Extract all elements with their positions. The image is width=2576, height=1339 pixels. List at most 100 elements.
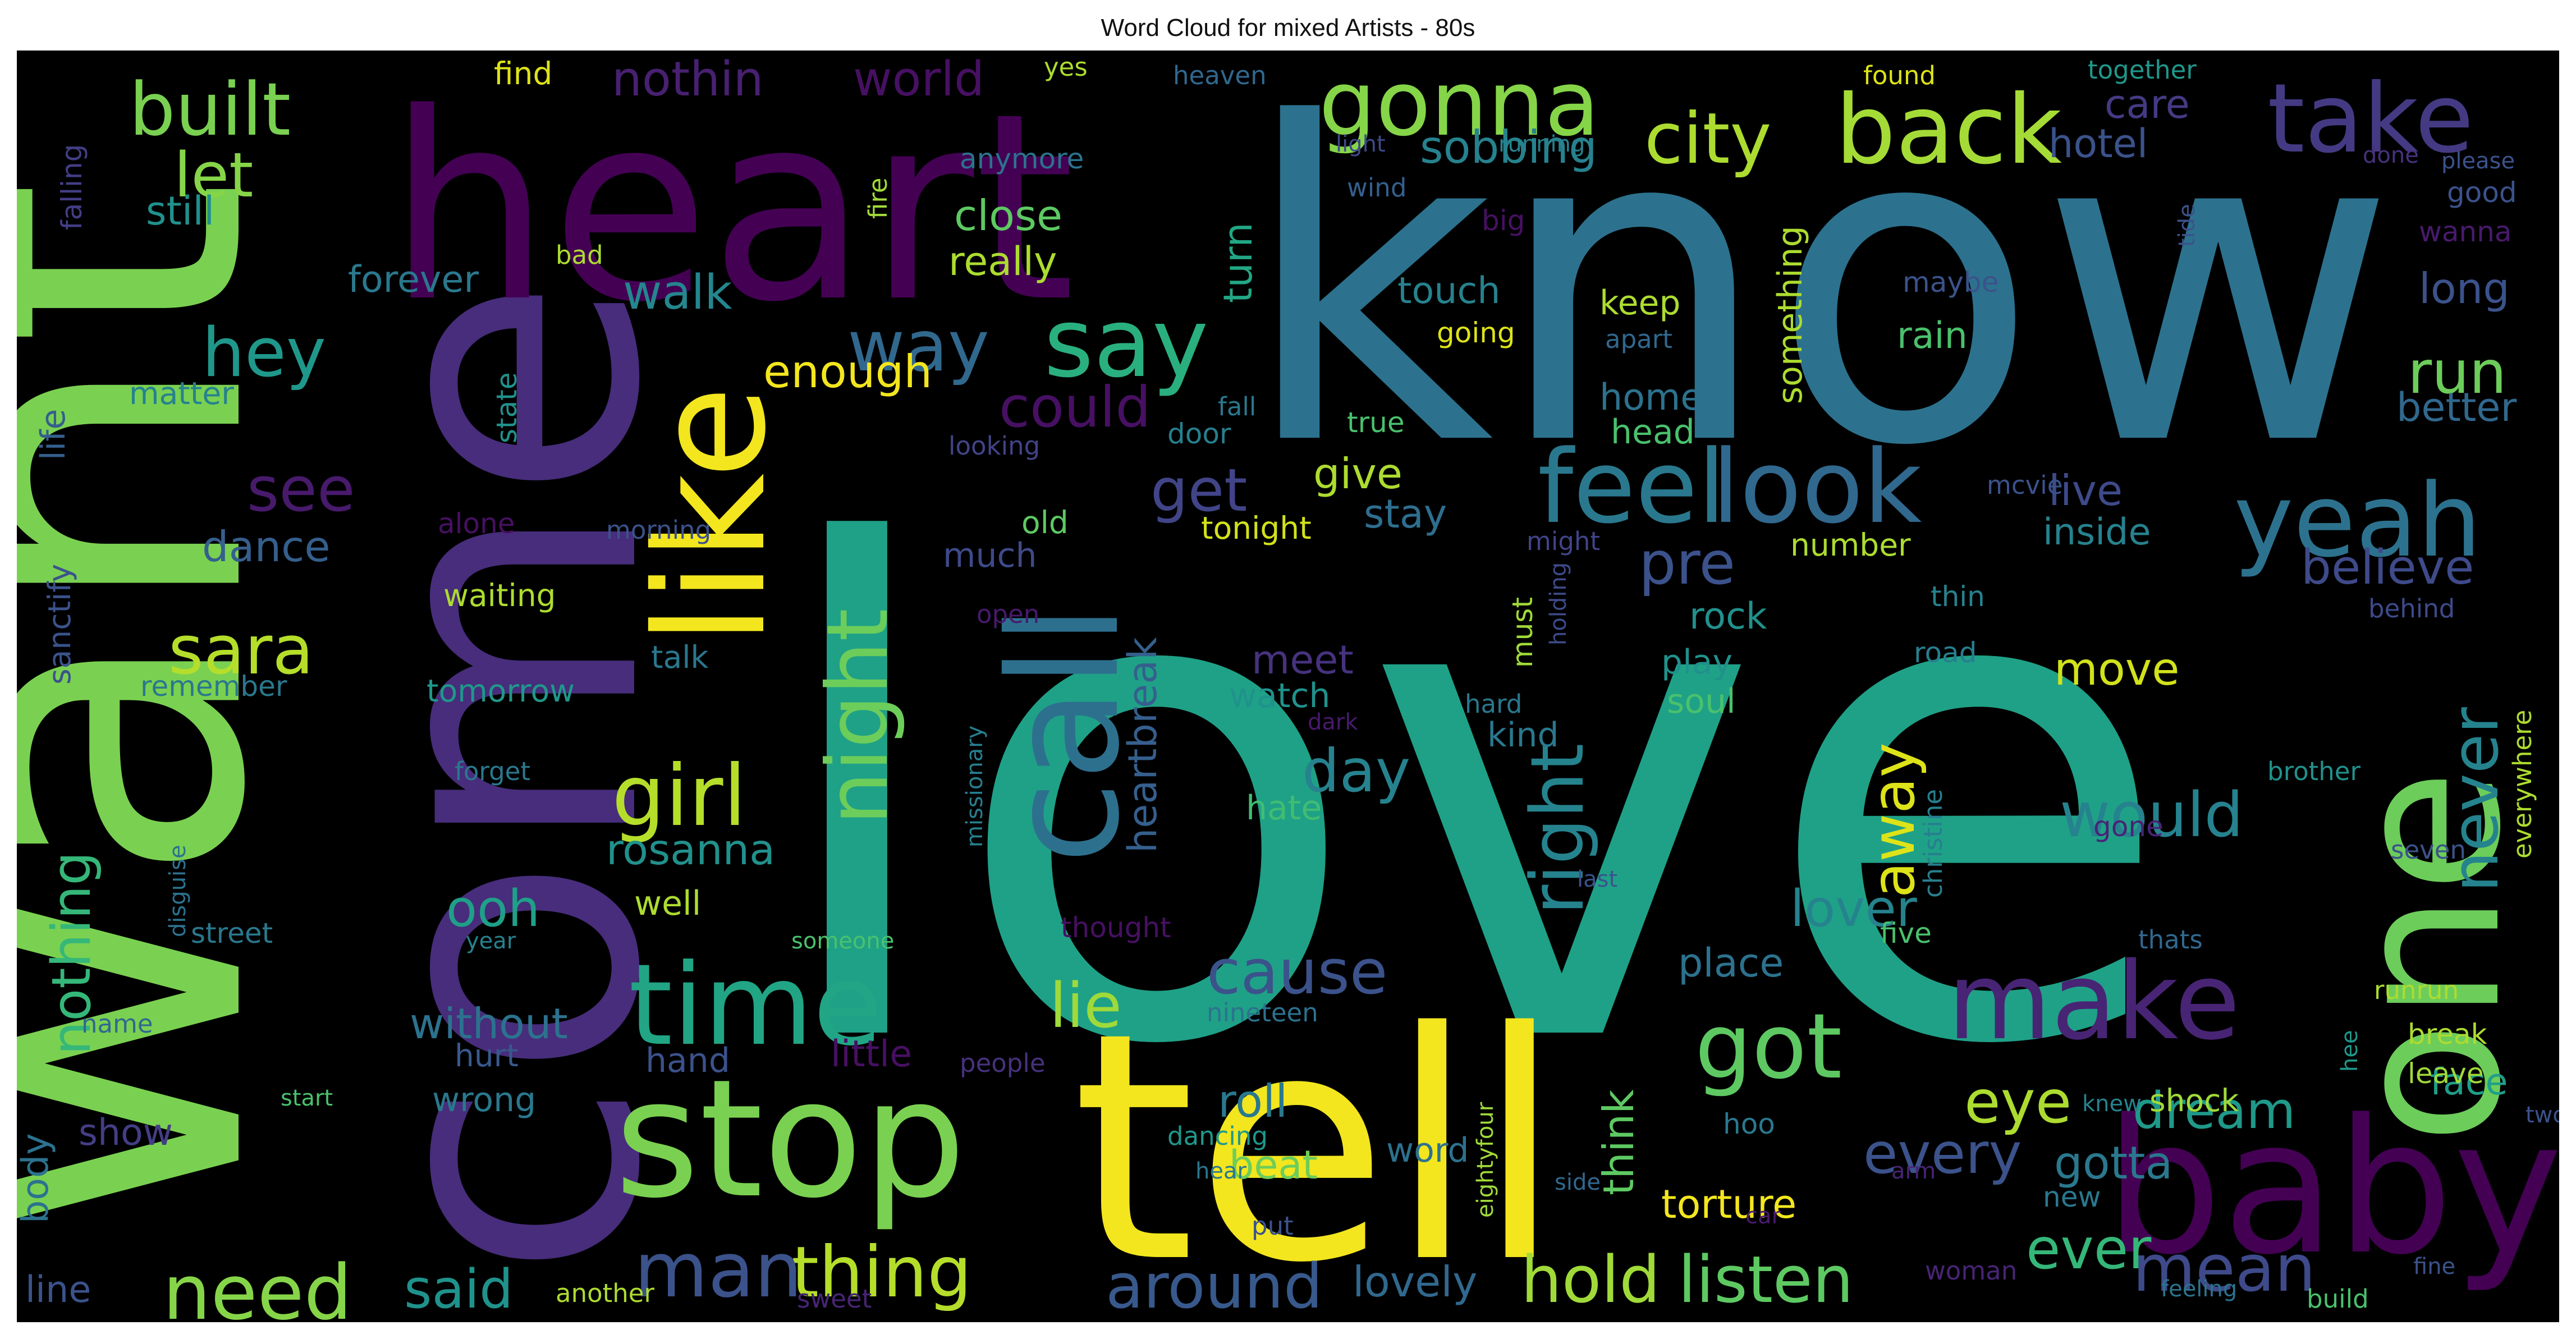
word-line: line xyxy=(25,1269,91,1311)
word-arm: arm xyxy=(1891,1158,1936,1184)
word-open: open xyxy=(977,599,1039,629)
word-make: make xyxy=(1947,939,2240,1063)
word-someone: someone xyxy=(791,928,894,954)
word-around: around xyxy=(1106,1250,1323,1322)
word-place: place xyxy=(1678,940,1784,986)
word-something: something xyxy=(1771,226,1810,404)
word-yes: yes xyxy=(1044,52,1088,82)
word-brother: brother xyxy=(2267,756,2360,786)
word-big: big xyxy=(1482,204,1525,237)
word-get: get xyxy=(1151,456,1247,525)
word-enough: enough xyxy=(763,346,932,398)
word-look: look xyxy=(1712,429,1922,546)
word-thought: thought xyxy=(1061,911,1171,944)
word-sweet: sweet xyxy=(797,1284,872,1314)
word-hand: hand xyxy=(645,1041,730,1080)
word-missionary: missionary xyxy=(962,726,988,847)
word-hold: hold xyxy=(1521,1242,1660,1318)
word-build: build xyxy=(2307,1284,2369,1314)
word-time: time xyxy=(629,940,882,1071)
word-nothing: nothing xyxy=(41,851,103,1055)
word-torture: torture xyxy=(1661,1181,1796,1227)
word-girl: girl xyxy=(612,748,746,845)
word-found: found xyxy=(1863,61,1936,90)
word-watch: watch xyxy=(1229,676,1330,716)
word-two: two xyxy=(2525,1102,2559,1128)
word-like: like xyxy=(622,386,799,645)
word-roll: roll xyxy=(1218,1075,1288,1127)
word-hoo: hoo xyxy=(1723,1108,1775,1140)
word-hate: hate xyxy=(1246,788,1322,828)
word-would: would xyxy=(2060,779,2243,851)
word-remember: remember xyxy=(140,670,287,703)
word-good: good xyxy=(2447,176,2517,209)
word-disguise: disguise xyxy=(165,845,191,937)
word-wind: wind xyxy=(1347,173,1406,203)
word-way: way xyxy=(847,306,989,387)
word-cloud-background xyxy=(17,51,2559,1322)
word-without: without xyxy=(410,999,568,1048)
word-dance: dance xyxy=(202,522,330,571)
word-might: might xyxy=(1527,526,1600,556)
word-away: away xyxy=(1859,742,1928,898)
word-fine: fine xyxy=(2413,1254,2455,1280)
word-think: think xyxy=(1594,1089,1643,1195)
word-shock: shock xyxy=(2149,1083,2239,1118)
word-pre: pre xyxy=(1639,529,1735,598)
word-give: give xyxy=(1313,449,1402,498)
word-call: call xyxy=(976,604,1153,864)
word-heaven: heaven xyxy=(1173,61,1267,90)
word-rock: rock xyxy=(1689,595,1767,638)
word-sobbing: sobbing xyxy=(1420,121,1597,173)
word-take: take xyxy=(2267,63,2474,175)
word-number: number xyxy=(1790,527,1911,563)
word-city: city xyxy=(1644,98,1771,180)
word-rosanna: rosanna xyxy=(606,825,775,874)
word-heart: heart xyxy=(387,58,1075,359)
word-eightyfour: eightyfour xyxy=(1473,1102,1498,1218)
word-hey: hey xyxy=(202,314,326,392)
word-lover: lover xyxy=(1790,879,1917,938)
word-woman: woman xyxy=(1925,1256,2017,1286)
word-runrun: runrun xyxy=(2374,975,2459,1005)
word-five: five xyxy=(1880,917,1932,950)
word-find: find xyxy=(494,56,552,91)
word-keep: keep xyxy=(1599,283,1681,323)
word-gone: gone xyxy=(2093,810,2164,843)
word-meet: meet xyxy=(1252,637,1354,683)
word-got: got xyxy=(1695,994,1842,1099)
word-road: road xyxy=(1914,636,1977,669)
word-fire: fire xyxy=(863,177,893,219)
word-home: home xyxy=(1599,377,1703,419)
word-live: live xyxy=(2048,466,2123,515)
word-tide: tide xyxy=(2174,204,2200,247)
word-year: year xyxy=(466,928,516,954)
word-rain: rain xyxy=(1897,315,1968,357)
word-state: state xyxy=(491,372,523,443)
word-inside: inside xyxy=(2043,511,2151,553)
word-heartbreak: heartbreak xyxy=(1120,637,1166,853)
word-street: street xyxy=(191,917,273,950)
word-believe: believe xyxy=(2301,540,2474,595)
word-fall: fall xyxy=(1218,392,1256,421)
word-tomorrow: tomorrow xyxy=(427,673,575,709)
word-wanna: wanna xyxy=(2419,215,2512,248)
word-maybe: maybe xyxy=(1903,266,1999,299)
word-really: really xyxy=(948,239,1057,285)
word-word: word xyxy=(1386,1131,1469,1170)
word-together: together xyxy=(2088,55,2197,85)
word-hurt: hurt xyxy=(455,1038,519,1074)
word-bad: bad xyxy=(556,240,603,270)
word-new: new xyxy=(2043,1181,2101,1213)
word-back: back xyxy=(1835,75,2062,186)
word-still: still xyxy=(146,188,214,234)
word-matter: matter xyxy=(129,375,234,411)
word-hotel: hotel xyxy=(2048,121,2148,167)
word-long: long xyxy=(2419,264,2510,313)
word-yeah: yeah xyxy=(2234,462,2482,580)
word-could: could xyxy=(999,374,1151,440)
word-seven: seven xyxy=(2391,835,2466,865)
word-want: want xyxy=(17,178,341,1240)
word-nothin: nothin xyxy=(612,52,764,107)
